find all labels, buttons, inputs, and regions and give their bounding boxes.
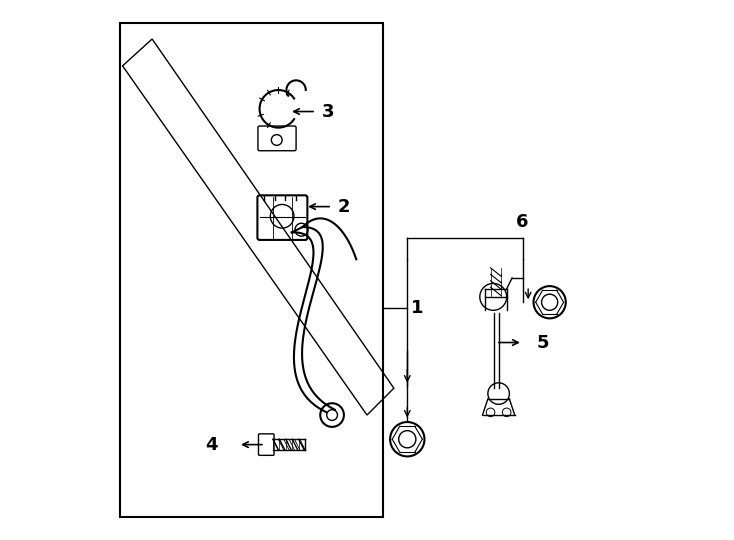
Text: 4: 4 xyxy=(205,436,217,454)
Text: 6: 6 xyxy=(515,213,528,231)
Text: 5: 5 xyxy=(537,334,549,352)
Text: 3: 3 xyxy=(321,103,334,120)
Text: 1: 1 xyxy=(411,299,424,316)
Text: 2: 2 xyxy=(338,198,350,215)
